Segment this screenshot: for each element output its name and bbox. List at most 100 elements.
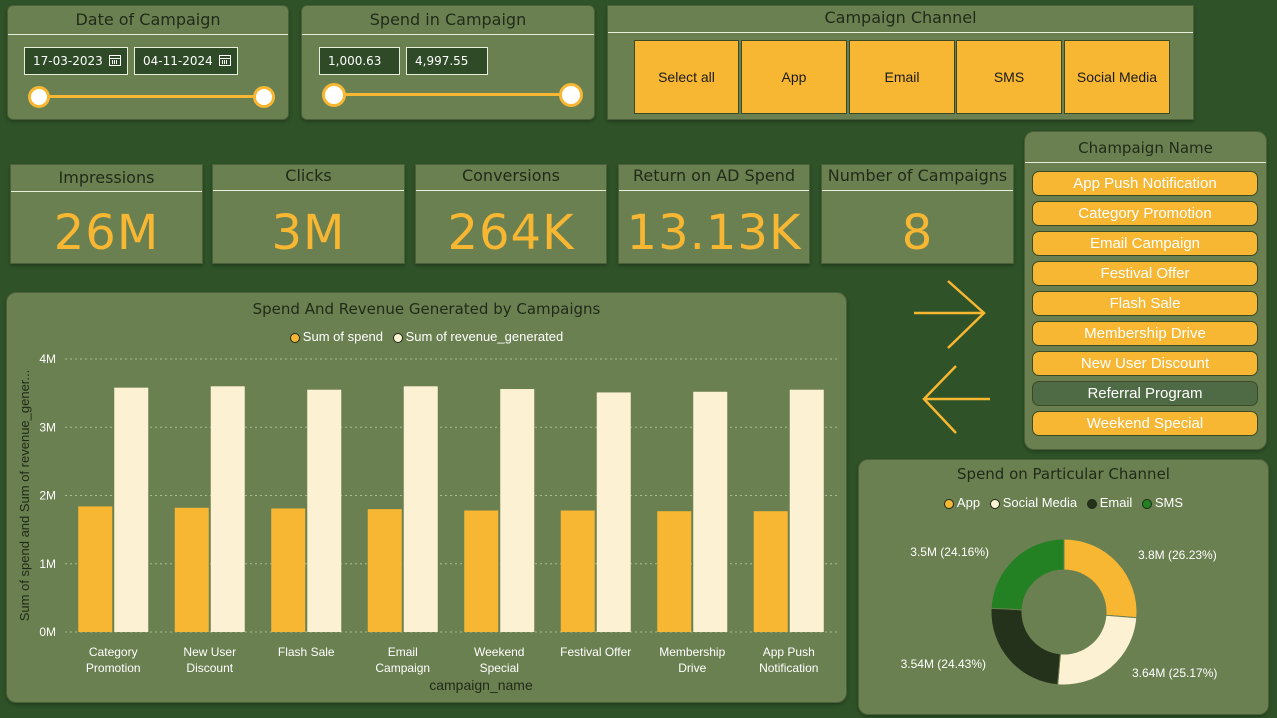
legend-item-app[interactable]: App <box>943 495 980 510</box>
campaign-item-category-promotion[interactable]: Category Promotion <box>1032 201 1258 226</box>
spend-slider-track[interactable] <box>332 93 572 96</box>
spend-min-input[interactable]: 1,000.63 <box>319 47 400 75</box>
arrow-left-icon[interactable] <box>918 363 994 437</box>
title-divider <box>213 190 404 191</box>
start-date-input[interactable]: 17-03-2023 <box>24 47 128 75</box>
kpi-card-clicks: Clicks 3M <box>212 164 405 264</box>
x-tick-label: Drive <box>678 661 706 675</box>
kpi-card-conversions: Conversions 264K <box>415 164 607 264</box>
legend-swatch-email <box>1086 498 1097 509</box>
spend-bar <box>367 509 402 632</box>
legend-swatch-revenue <box>392 332 403 343</box>
legend-swatch-social-media <box>989 498 1000 509</box>
campaign-item-festival-offer[interactable]: Festival Offer <box>1032 261 1258 286</box>
donut-chart-title: Spend on Particular Channel <box>957 465 1170 483</box>
legend-label-sms: SMS <box>1154 495 1184 510</box>
x-tick-label: Promotion <box>86 661 141 675</box>
revenue-bar <box>307 389 342 632</box>
spend-bar <box>560 510 595 632</box>
spend-bar <box>174 507 209 632</box>
campaign-item-new-user-discount[interactable]: New User Discount <box>1032 351 1258 376</box>
revenue-bar <box>210 386 245 632</box>
spend-bar <box>657 511 692 632</box>
x-tick-label: Category <box>89 645 138 659</box>
campaign-item-weekend-special[interactable]: Weekend Special <box>1032 411 1258 436</box>
title-divider <box>822 190 1013 191</box>
calendar-icon[interactable] <box>219 55 231 66</box>
y-tick-label: 0M <box>39 625 56 639</box>
kpi-label: Impressions <box>58 168 155 187</box>
x-tick-label: Special <box>480 661 519 675</box>
donut-slice-social-media <box>1057 614 1138 686</box>
legend-label-email: Email <box>1099 495 1133 510</box>
kpi-label: Return on AD Spend <box>633 166 795 185</box>
kpi-card-impressions: Impressions 26M <box>10 164 203 264</box>
legend-label-revenue: Sum of revenue_generated <box>405 329 564 344</box>
spend-slider-min-handle[interactable] <box>322 83 346 107</box>
bar-chart-legend: Sum of spend Sum of revenue_generated <box>7 329 846 344</box>
revenue-bar <box>693 391 728 632</box>
channel-button-sms[interactable]: SMS <box>956 40 1062 114</box>
kpi-label: Conversions <box>461 166 561 185</box>
kpi-card-campaign-count: Number of Campaigns 8 <box>821 164 1014 264</box>
bar-chart-title: Spend And Revenue Generated by Campaigns <box>252 300 601 318</box>
title-divider <box>608 32 1193 33</box>
channel-button-app[interactable]: App <box>741 40 847 114</box>
legend-item-revenue[interactable]: Sum of revenue_generated <box>392 329 564 344</box>
spend-max-input[interactable]: 4,997.55 <box>406 47 488 75</box>
revenue-bar <box>789 389 824 632</box>
date-filter-panel: Date of Campaign 17-03-2023 04-11-2024 <box>7 5 289 120</box>
y-tick-label: 3M <box>39 420 56 434</box>
legend-item-spend[interactable]: Sum of spend <box>289 329 384 344</box>
channel-filter-panel: Campaign Channel Select all App Email SM… <box>607 5 1194 120</box>
end-date-input[interactable]: 04-11-2024 <box>134 47 238 75</box>
legend-label-social-media: Social Media <box>1002 495 1078 510</box>
calendar-icon[interactable] <box>109 55 121 66</box>
campaign-item-referral-program[interactable]: Referral Program <box>1032 381 1258 406</box>
spend-filter-title: Spend in Campaign <box>369 10 527 29</box>
x-axis-title: campaign_name <box>429 677 533 693</box>
spend-bar <box>464 510 499 632</box>
title-divider <box>619 190 809 191</box>
legend-item-email[interactable]: Email <box>1086 495 1133 510</box>
donut-chart-legend: App Social Media Email SMS <box>859 495 1268 510</box>
channel-button-select-all[interactable]: Select all <box>634 40 739 114</box>
y-tick-label: 2M <box>39 489 56 503</box>
end-date-value: 04-11-2024 <box>143 54 213 68</box>
campaign-item-flash-sale[interactable]: Flash Sale <box>1032 291 1258 316</box>
legend-label-spend: Sum of spend <box>302 329 384 344</box>
date-slider-end-handle[interactable] <box>253 86 275 108</box>
title-divider <box>1025 162 1266 163</box>
bar-chart: 0M 1M 2M 3M 4M Category Promotion New User Disco… <box>17 352 837 693</box>
title-divider <box>11 191 202 192</box>
title-divider <box>8 34 288 35</box>
campaign-item-email-campaign[interactable]: Email Campaign <box>1032 231 1258 256</box>
donut-slice-sms <box>990 538 1065 611</box>
kpi-label: Clicks <box>285 166 332 185</box>
x-tick-label: Notification <box>759 661 818 675</box>
revenue-bar <box>500 389 535 632</box>
channel-button-email[interactable]: Email <box>849 40 955 114</box>
legend-item-social-media[interactable]: Social Media <box>989 495 1078 510</box>
arrow-right-icon[interactable] <box>910 278 990 352</box>
x-tick-label: Campaign <box>375 661 430 675</box>
donut-data-label: 3.8M (26.23%) <box>1138 548 1217 562</box>
spend-bar <box>78 506 113 632</box>
x-tick-label: App Push <box>763 645 815 659</box>
legend-item-sms[interactable]: SMS <box>1141 495 1184 510</box>
title-divider <box>416 190 606 191</box>
date-filter-title: Date of Campaign <box>75 10 221 29</box>
campaign-name-slicer: Champaign Name App Push Notification Cat… <box>1024 131 1267 450</box>
campaign-item-app-push-notification[interactable]: App Push Notification <box>1032 171 1258 196</box>
kpi-card-roas: Return on AD Spend 13.13K <box>618 164 810 264</box>
legend-swatch-sms <box>1141 498 1152 509</box>
channel-button-social-media[interactable]: Social Media <box>1064 40 1170 114</box>
donut-slice-app <box>1063 538 1138 619</box>
donut-data-label: 3.64M (25.17%) <box>1132 666 1217 680</box>
spend-slider-max-handle[interactable] <box>559 83 583 107</box>
spend-filter-panel: Spend in Campaign 1,000.63 4,997.55 <box>301 5 595 120</box>
title-divider <box>302 34 594 35</box>
campaign-item-membership-drive[interactable]: Membership Drive <box>1032 321 1258 346</box>
date-slider-start-handle[interactable] <box>28 86 50 108</box>
date-slider-track[interactable] <box>38 95 266 98</box>
